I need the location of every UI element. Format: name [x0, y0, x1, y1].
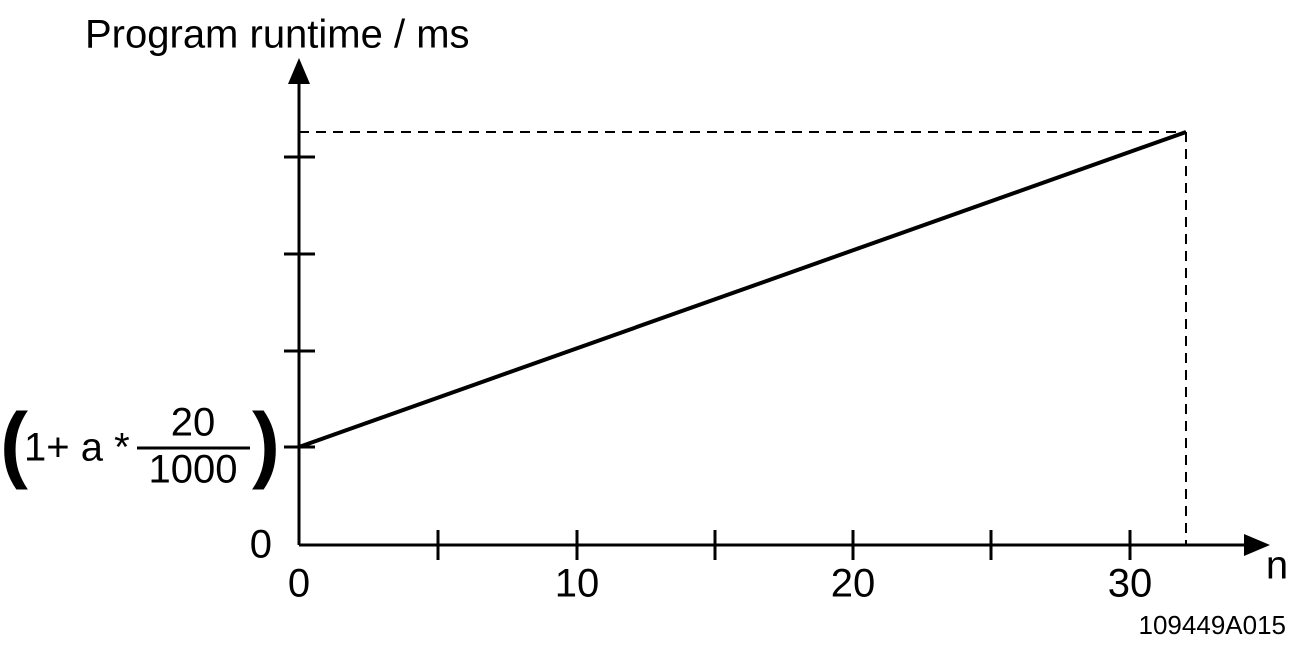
x-axis-arrow	[1244, 534, 1270, 556]
y-axis-label: Program runtime / ms	[85, 13, 470, 57]
intercept-prefix: 1+ a *	[24, 426, 130, 470]
x-tick-label: 30	[1108, 562, 1153, 606]
x-ticks	[436, 530, 1132, 560]
y-ticks	[284, 155, 315, 449]
x-tick-label: 0	[288, 562, 310, 606]
intercept-numerator: 20	[171, 401, 216, 445]
paren-open: (	[0, 396, 28, 490]
x-tick-label: 10	[555, 562, 600, 606]
runtime-line	[298, 130, 1187, 449]
intercept-denominator: 1000	[149, 448, 238, 492]
y-axis-arrow	[288, 58, 310, 84]
y-zero-label: 0	[250, 523, 272, 567]
figure-id: 109449A015	[1139, 610, 1286, 640]
paren-close: )	[252, 396, 280, 490]
x-tick-label: 20	[831, 562, 876, 606]
x-axis-label: n	[1266, 544, 1288, 588]
